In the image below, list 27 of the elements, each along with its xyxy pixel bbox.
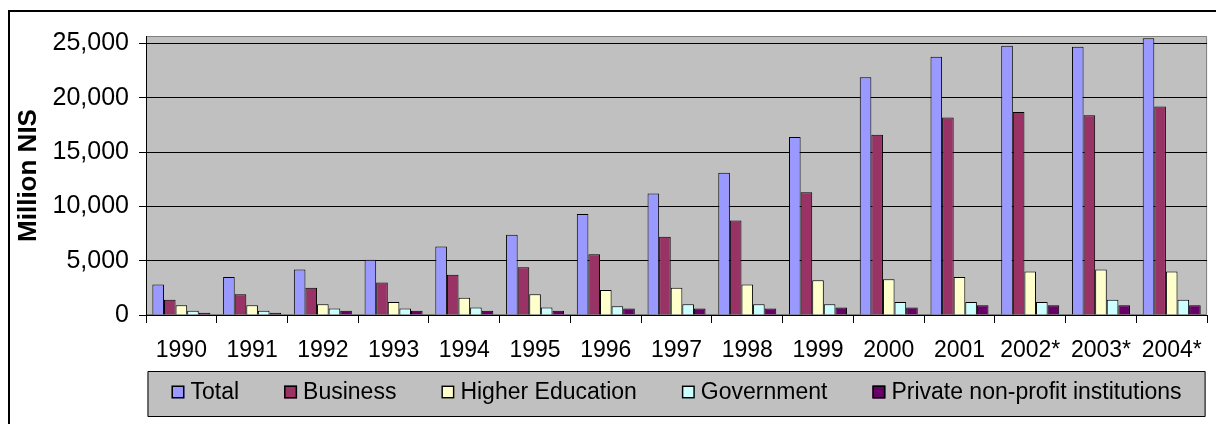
y-tick-label: 0: [115, 298, 129, 327]
x-tick-label: 1991: [226, 336, 278, 363]
x-tick-label: 2003*: [1070, 336, 1132, 363]
y-tick-label: 5,000: [66, 244, 129, 273]
legend-label: Private non-profit institutions: [891, 378, 1182, 405]
x-tick-label: 1994: [438, 336, 491, 363]
x-tick-label: 1993: [368, 336, 420, 363]
legend-label: Government: [700, 378, 828, 405]
legend-label: Higher Education: [460, 378, 637, 405]
y-axis-title: Million NIS: [11, 109, 42, 242]
y-tick-label: 25,000: [52, 27, 129, 56]
x-tick-label: 2002*: [1000, 336, 1061, 363]
legend-label: Total: [190, 378, 240, 405]
x-tick-label: 1990: [155, 336, 207, 363]
x-tick-label: 1992: [297, 336, 349, 363]
x-tick-label: 2000: [863, 336, 915, 363]
y-tick-label: 20,000: [52, 81, 129, 110]
legend-label: Business: [303, 378, 397, 405]
x-tick-label: 1998: [721, 336, 773, 363]
x-tick-label: 2004*: [1141, 336, 1202, 363]
x-tick-label: 1999: [792, 336, 844, 363]
y-tick-label: 10,000: [52, 190, 129, 219]
x-tick-label: 1997: [650, 336, 703, 363]
x-tick-label: 1996: [580, 336, 632, 363]
y-tick-label: 15,000: [52, 136, 129, 165]
x-tick-label: 2001: [933, 336, 986, 363]
x-tick-label: 1995: [509, 336, 561, 363]
